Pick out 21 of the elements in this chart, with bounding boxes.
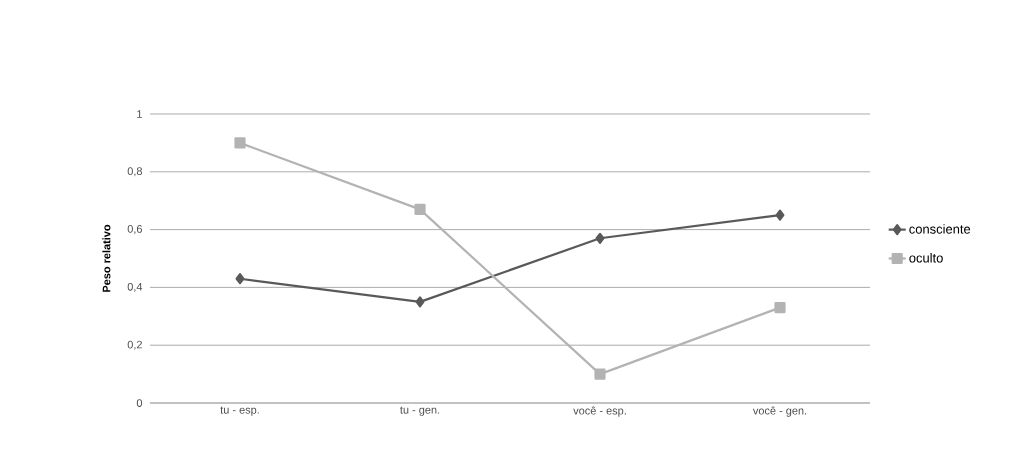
point <box>595 232 605 244</box>
y-tick-label: 1 <box>137 110 142 118</box>
point <box>234 137 246 149</box>
point <box>415 296 425 308</box>
x-tick-label: você - gen. <box>752 406 807 417</box>
y-tick-label: 0 <box>136 399 143 407</box>
y-axis-title: Peso relativo <box>102 224 111 292</box>
x-tick-label: tu - esp. <box>220 406 259 416</box>
point <box>594 368 606 380</box>
point <box>774 302 786 314</box>
y-tick-label: 0,8 <box>127 167 142 177</box>
y-tick-label: 0,2 <box>127 340 142 350</box>
y-tick-label: 0,6 <box>127 225 142 235</box>
legend-label: oculto <box>909 253 943 263</box>
point <box>775 209 785 221</box>
y-tick-label: 0,4 <box>127 282 143 292</box>
legend-label: consciente <box>909 224 971 234</box>
point <box>235 273 245 285</box>
x-tick-label: você - esp. <box>573 406 626 417</box>
point <box>414 203 426 215</box>
x-tick-label: tu - gen. <box>400 406 440 416</box>
